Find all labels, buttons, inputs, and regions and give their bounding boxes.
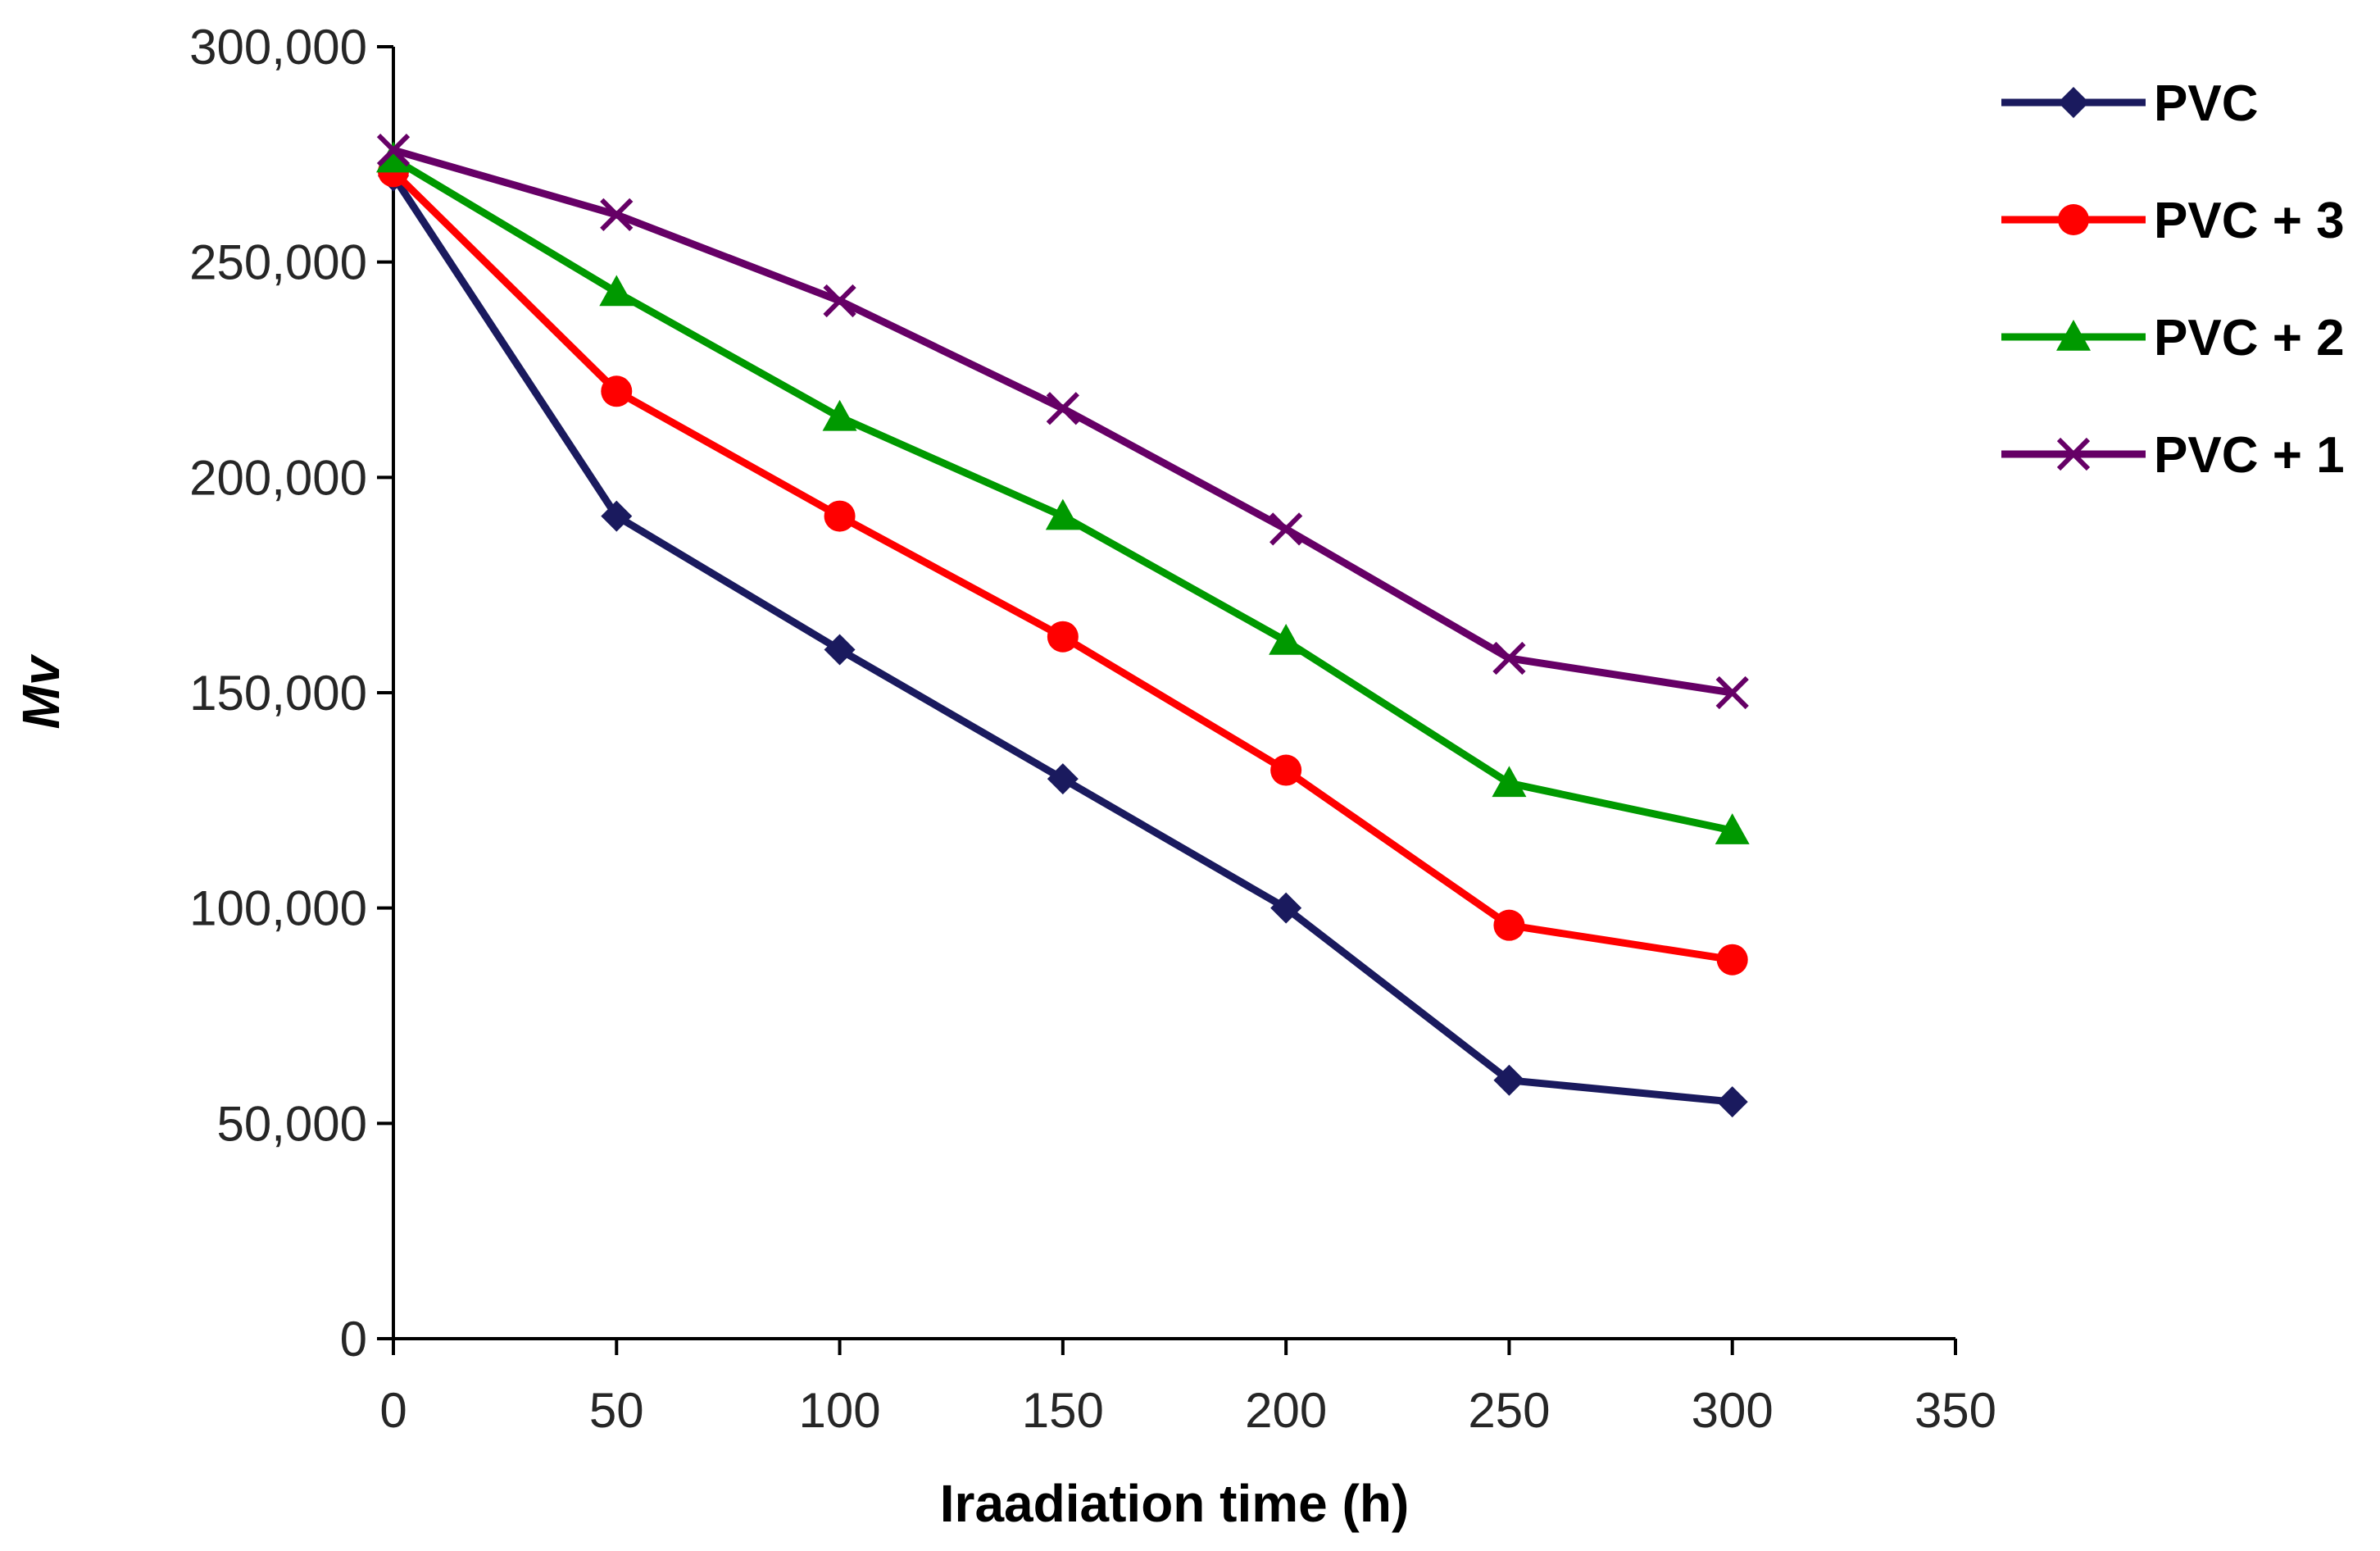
data-point: [601, 375, 633, 407]
data-point: [1047, 621, 1079, 653]
series-line: [390, 169, 1733, 964]
legend: PVC PVC + 3 PVC + 2 PVC + 1: [2001, 75, 2345, 484]
y-tick-label: 100,000: [189, 881, 367, 936]
data-point: [824, 634, 856, 666]
data-point: [599, 275, 634, 307]
series-layer: [376, 133, 1750, 1118]
y-tick-label: 200,000: [189, 450, 367, 505]
data-point: [1493, 909, 1525, 941]
data-point-stroke: [1269, 512, 1303, 546]
data-point: [1046, 392, 1079, 425]
data-point: [824, 500, 856, 532]
data-point: [1270, 892, 1302, 924]
series-line: [392, 146, 1733, 697]
series-line: [391, 155, 1733, 835]
data-point: [822, 399, 857, 431]
series-pvc-2: [376, 141, 1750, 844]
data-point: [1270, 754, 1302, 786]
data-point: [601, 500, 633, 532]
data-point: [2058, 87, 2089, 118]
x-tick-label: 350: [1914, 1383, 1996, 1438]
x-tick-label: 150: [1022, 1383, 1104, 1438]
data-point: [1045, 498, 1080, 530]
data-point: [600, 198, 634, 232]
x-tick-label: 100: [799, 1383, 881, 1438]
data-point-stroke: [1715, 675, 1749, 710]
data-point-stroke: [2056, 437, 2091, 471]
y-tick-label: 250,000: [189, 235, 367, 290]
series-pvc-1: [376, 133, 1749, 710]
series-pvc-3: [378, 156, 1748, 976]
data-point: [1716, 944, 1748, 976]
x-tick-label: 250: [1468, 1383, 1550, 1438]
legend-label: PVC + 3: [2154, 193, 2345, 249]
data-point-stroke: [823, 284, 856, 318]
y-tick-label: 0: [340, 1312, 367, 1367]
y-tick-label: 50,000: [216, 1096, 367, 1151]
legend-item: PVC + 1: [2001, 427, 2345, 484]
y-axis-title: Mv: [11, 653, 70, 729]
data-point: [1047, 763, 1079, 795]
data-point: [376, 133, 411, 167]
data-point: [1715, 675, 1749, 710]
data-point: [1492, 641, 1526, 675]
legend-label: PVC + 2: [2154, 310, 2345, 366]
data-point: [1493, 1064, 1525, 1096]
data-point: [376, 141, 411, 173]
data-point: [1269, 623, 1304, 655]
data-point: [1716, 1086, 1748, 1118]
x-tick-label: 50: [589, 1383, 644, 1438]
legend-label: PVC + 1: [2154, 427, 2345, 484]
axes: 0 50,000 100,000 150,000 200,000 250,000 300,0…: [189, 20, 1996, 1438]
y-tick-label: 300,000: [189, 20, 367, 75]
data-point: [1492, 766, 1527, 798]
data-point: [1715, 813, 1750, 844]
data-point: [2058, 204, 2089, 235]
legend-label: PVC: [2154, 75, 2258, 132]
data-point-stroke: [1046, 392, 1079, 425]
x-axis-title: Iraadiation time (h): [940, 1474, 1410, 1533]
data-point: [2056, 437, 2091, 471]
legend-item: PVC: [2001, 75, 2258, 132]
data-point: [2056, 320, 2091, 351]
y-tick-label: 150,000: [189, 666, 367, 721]
x-tick-label: 200: [1245, 1383, 1327, 1438]
x-tick-label: 300: [1692, 1383, 1774, 1438]
data-point-stroke: [376, 133, 411, 167]
data-point-stroke: [1492, 641, 1526, 675]
x-tick-label: 0: [379, 1383, 407, 1438]
data-point: [1269, 512, 1303, 546]
legend-item: PVC + 2: [2001, 310, 2345, 366]
data-point-stroke: [600, 198, 634, 232]
data-point: [823, 284, 856, 318]
legend-item: PVC + 3: [2001, 193, 2345, 249]
